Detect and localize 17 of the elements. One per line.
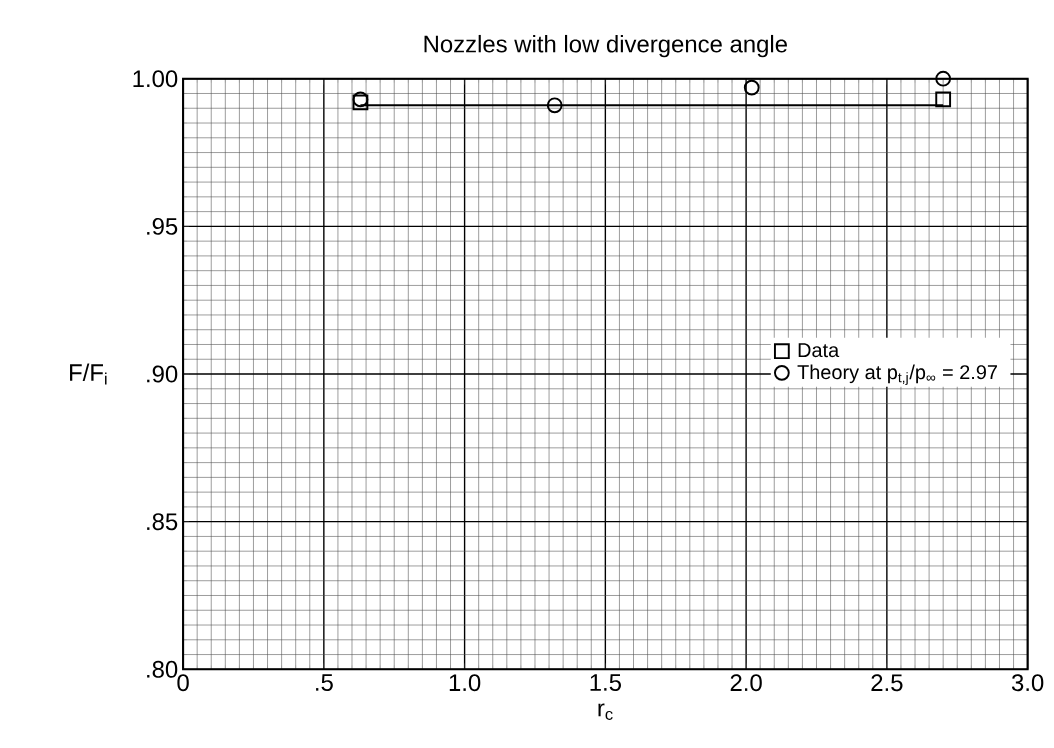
y-tick-label: .85: [147, 513, 178, 531]
x-axis-title: r$_{c}$: [598, 703, 613, 720]
legend-label: Data: [798, 343, 840, 358]
chart-title: Nozzles with low divergence angle: [424, 34, 787, 58]
y-tick-label: .90: [147, 365, 178, 383]
y-tick-label: .95: [147, 217, 178, 235]
x-tick-label: .5: [316, 674, 333, 691]
x-tick-label: 1.5: [590, 674, 621, 691]
x-tick-label: 2.0: [730, 674, 762, 692]
y-tick-label: .80: [147, 660, 178, 678]
legend-label: Theory at p$_{t,j}$/p$_{∞}$ = 2.97: [797, 364, 997, 386]
x-tick-label: 2.5: [871, 674, 903, 692]
y-axis-title: F/F$_{i}$: [70, 363, 107, 385]
x-tick-label: 1.0: [449, 674, 481, 692]
x-tick-label: 0: [177, 674, 189, 692]
y-tick-label: 1.00: [133, 70, 178, 88]
x-tick-label: 3.0: [1011, 674, 1044, 692]
